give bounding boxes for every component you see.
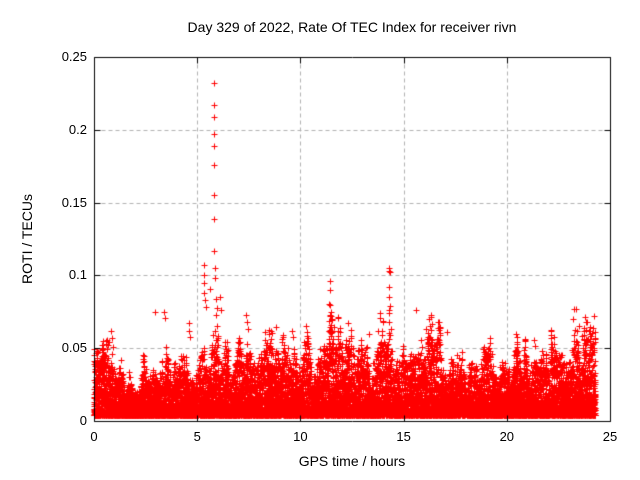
x-tick-label: 15: [396, 429, 411, 444]
y-tick-label: 0.05: [61, 340, 87, 356]
x-tick-label: 20: [499, 429, 515, 444]
y-tick-label: 0.1: [68, 267, 87, 283]
x-tick-label: 25: [602, 429, 618, 444]
x-tick-label: 10: [293, 429, 308, 444]
y-tick-label: 0.15: [61, 194, 87, 210]
x-tick-label: 0: [90, 429, 98, 444]
x-axis-label: GPS time / hours: [298, 453, 406, 469]
y-tick-label: 0: [79, 413, 87, 428]
x-tick-label: 5: [193, 429, 201, 444]
chart-title: Day 329 of 2022, Rate Of TEC Index for r…: [187, 19, 517, 35]
y-tick-label: 0.2: [68, 121, 87, 137]
y-tick-label: 0.25: [61, 49, 87, 64]
